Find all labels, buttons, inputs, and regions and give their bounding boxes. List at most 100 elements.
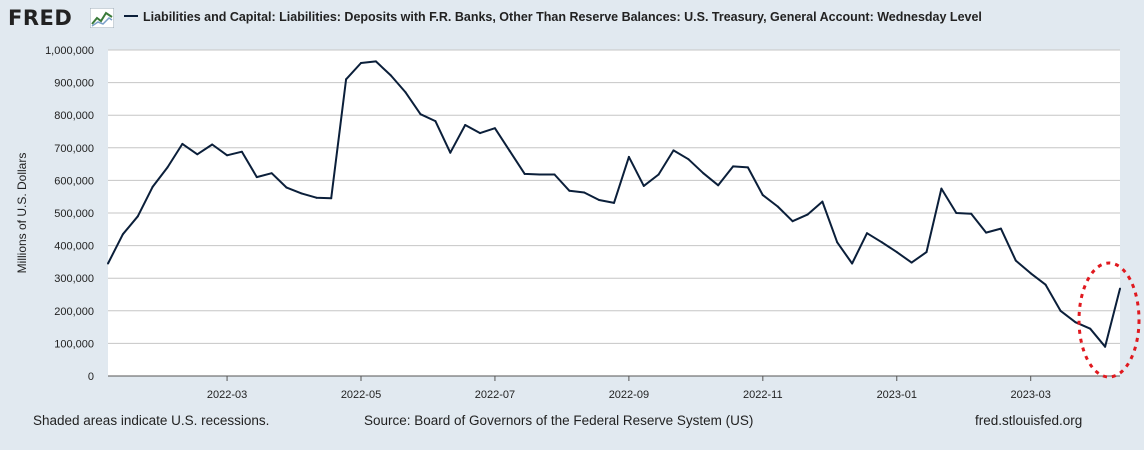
- data-point: [404, 91, 407, 94]
- data-point: [374, 60, 377, 63]
- data-point: [627, 155, 630, 158]
- data-point: [181, 142, 184, 145]
- legend: Liabilities and Capital: Liabilities: De…: [124, 10, 982, 24]
- x-tick-label: 2022-07: [475, 389, 515, 401]
- x-tick-label: 2022-11: [743, 389, 783, 401]
- data-point: [345, 78, 348, 81]
- data-point: [598, 199, 601, 201]
- x-tick-label: 2023-03: [1011, 389, 1051, 401]
- data-point: [107, 262, 109, 265]
- data-point: [657, 173, 660, 176]
- data-point: [613, 201, 615, 204]
- data-point: [568, 189, 571, 192]
- source-note: Source: Board of Governors of the Federa…: [364, 413, 754, 428]
- data-point: [895, 251, 898, 254]
- data-point: [746, 166, 749, 169]
- data-point: [940, 187, 943, 190]
- data-point: [687, 158, 690, 161]
- data-point: [315, 196, 318, 199]
- data-point: [419, 113, 422, 116]
- data-point: [836, 241, 839, 244]
- data-point: [389, 74, 392, 77]
- legend-label: Liabilities and Capital: Liabilities: De…: [143, 10, 982, 24]
- y-tick-label: 0: [88, 371, 94, 383]
- data-point: [1059, 309, 1062, 312]
- data-point: [880, 241, 883, 244]
- data-point: [330, 197, 333, 200]
- x-tick-label: 2022-09: [609, 389, 649, 401]
- data-point: [166, 166, 169, 169]
- data-points: [107, 60, 1121, 348]
- data-point: [761, 194, 764, 197]
- fred-logo-chart-icon: [90, 8, 114, 28]
- y-tick-label: 1,000,000: [45, 45, 94, 57]
- data-point: [851, 262, 854, 265]
- data-point: [776, 205, 779, 208]
- fred-logo[interactable]: FRED: [8, 6, 73, 30]
- data-point: [121, 233, 124, 236]
- data-point: [1104, 345, 1107, 348]
- annotation-ellipse: [1077, 261, 1141, 379]
- y-tick-labels: 0 100,000 200,000 300,000 400,000 500,000 600,…: [45, 45, 94, 383]
- data-point: [1044, 283, 1047, 286]
- data-point: [925, 251, 928, 254]
- data-point: [479, 132, 482, 135]
- x-tick-label: 2022-05: [341, 389, 381, 401]
- data-point: [1029, 272, 1032, 275]
- y-tick-label: 300,000: [54, 273, 94, 285]
- data-point: [360, 62, 362, 64]
- data-point: [1119, 287, 1121, 290]
- data-point: [240, 150, 243, 153]
- data-point: [642, 184, 645, 187]
- data-point: [910, 261, 913, 264]
- data-point: [583, 191, 586, 194]
- x-tick-label: 2023-01: [877, 389, 917, 401]
- y-axis-title: Millions of U.S. Dollars: [15, 153, 29, 274]
- data-point: [717, 184, 720, 187]
- y-tick-label: 400,000: [54, 241, 94, 253]
- data-point: [226, 154, 229, 157]
- data-point: [732, 165, 735, 168]
- gridlines: [108, 49, 1120, 377]
- data-point: [538, 173, 541, 176]
- data-point: [791, 220, 794, 223]
- data-point: [821, 200, 824, 203]
- data-point: [1014, 259, 1017, 262]
- data-point: [300, 192, 303, 195]
- data-point: [151, 185, 154, 188]
- y-tick-label: 900,000: [54, 78, 94, 90]
- recession-note: Shaded areas indicate U.S. recessions.: [33, 413, 270, 428]
- legend-swatch: [124, 14, 138, 17]
- data-point: [434, 120, 437, 123]
- data-point: [1074, 321, 1077, 324]
- data-point: [255, 176, 258, 179]
- data-point: [211, 143, 214, 146]
- data-point: [464, 124, 467, 126]
- data-point: [136, 215, 139, 218]
- data-point: [806, 213, 809, 216]
- y-tick-label: 100,000: [54, 338, 94, 350]
- y-tick-label: 700,000: [54, 143, 94, 155]
- data-point: [702, 172, 705, 175]
- data-point: [493, 127, 496, 130]
- data-point: [866, 232, 868, 235]
- y-tick-label: 200,000: [54, 306, 94, 318]
- data-point: [1089, 327, 1092, 330]
- data-point: [508, 150, 511, 153]
- data-point: [672, 149, 675, 152]
- y-tick-label: 500,000: [54, 208, 94, 220]
- data-point: [955, 212, 958, 214]
- fred-url-link[interactable]: fred.stlouisfed.org: [975, 413, 1083, 428]
- x-tick-labels: 2022-03 2022-05 2022-07 2022-09 2022-11 2023-…: [207, 376, 1051, 401]
- y-tick-label: 600,000: [54, 175, 94, 187]
- data-point: [523, 172, 526, 175]
- data-point: [449, 151, 452, 154]
- data-point: [196, 153, 199, 156]
- data-point: [999, 227, 1002, 230]
- data-point: [970, 212, 973, 215]
- data-point: [285, 186, 288, 189]
- data-point: [270, 172, 273, 175]
- y-tick-label: 800,000: [54, 110, 94, 122]
